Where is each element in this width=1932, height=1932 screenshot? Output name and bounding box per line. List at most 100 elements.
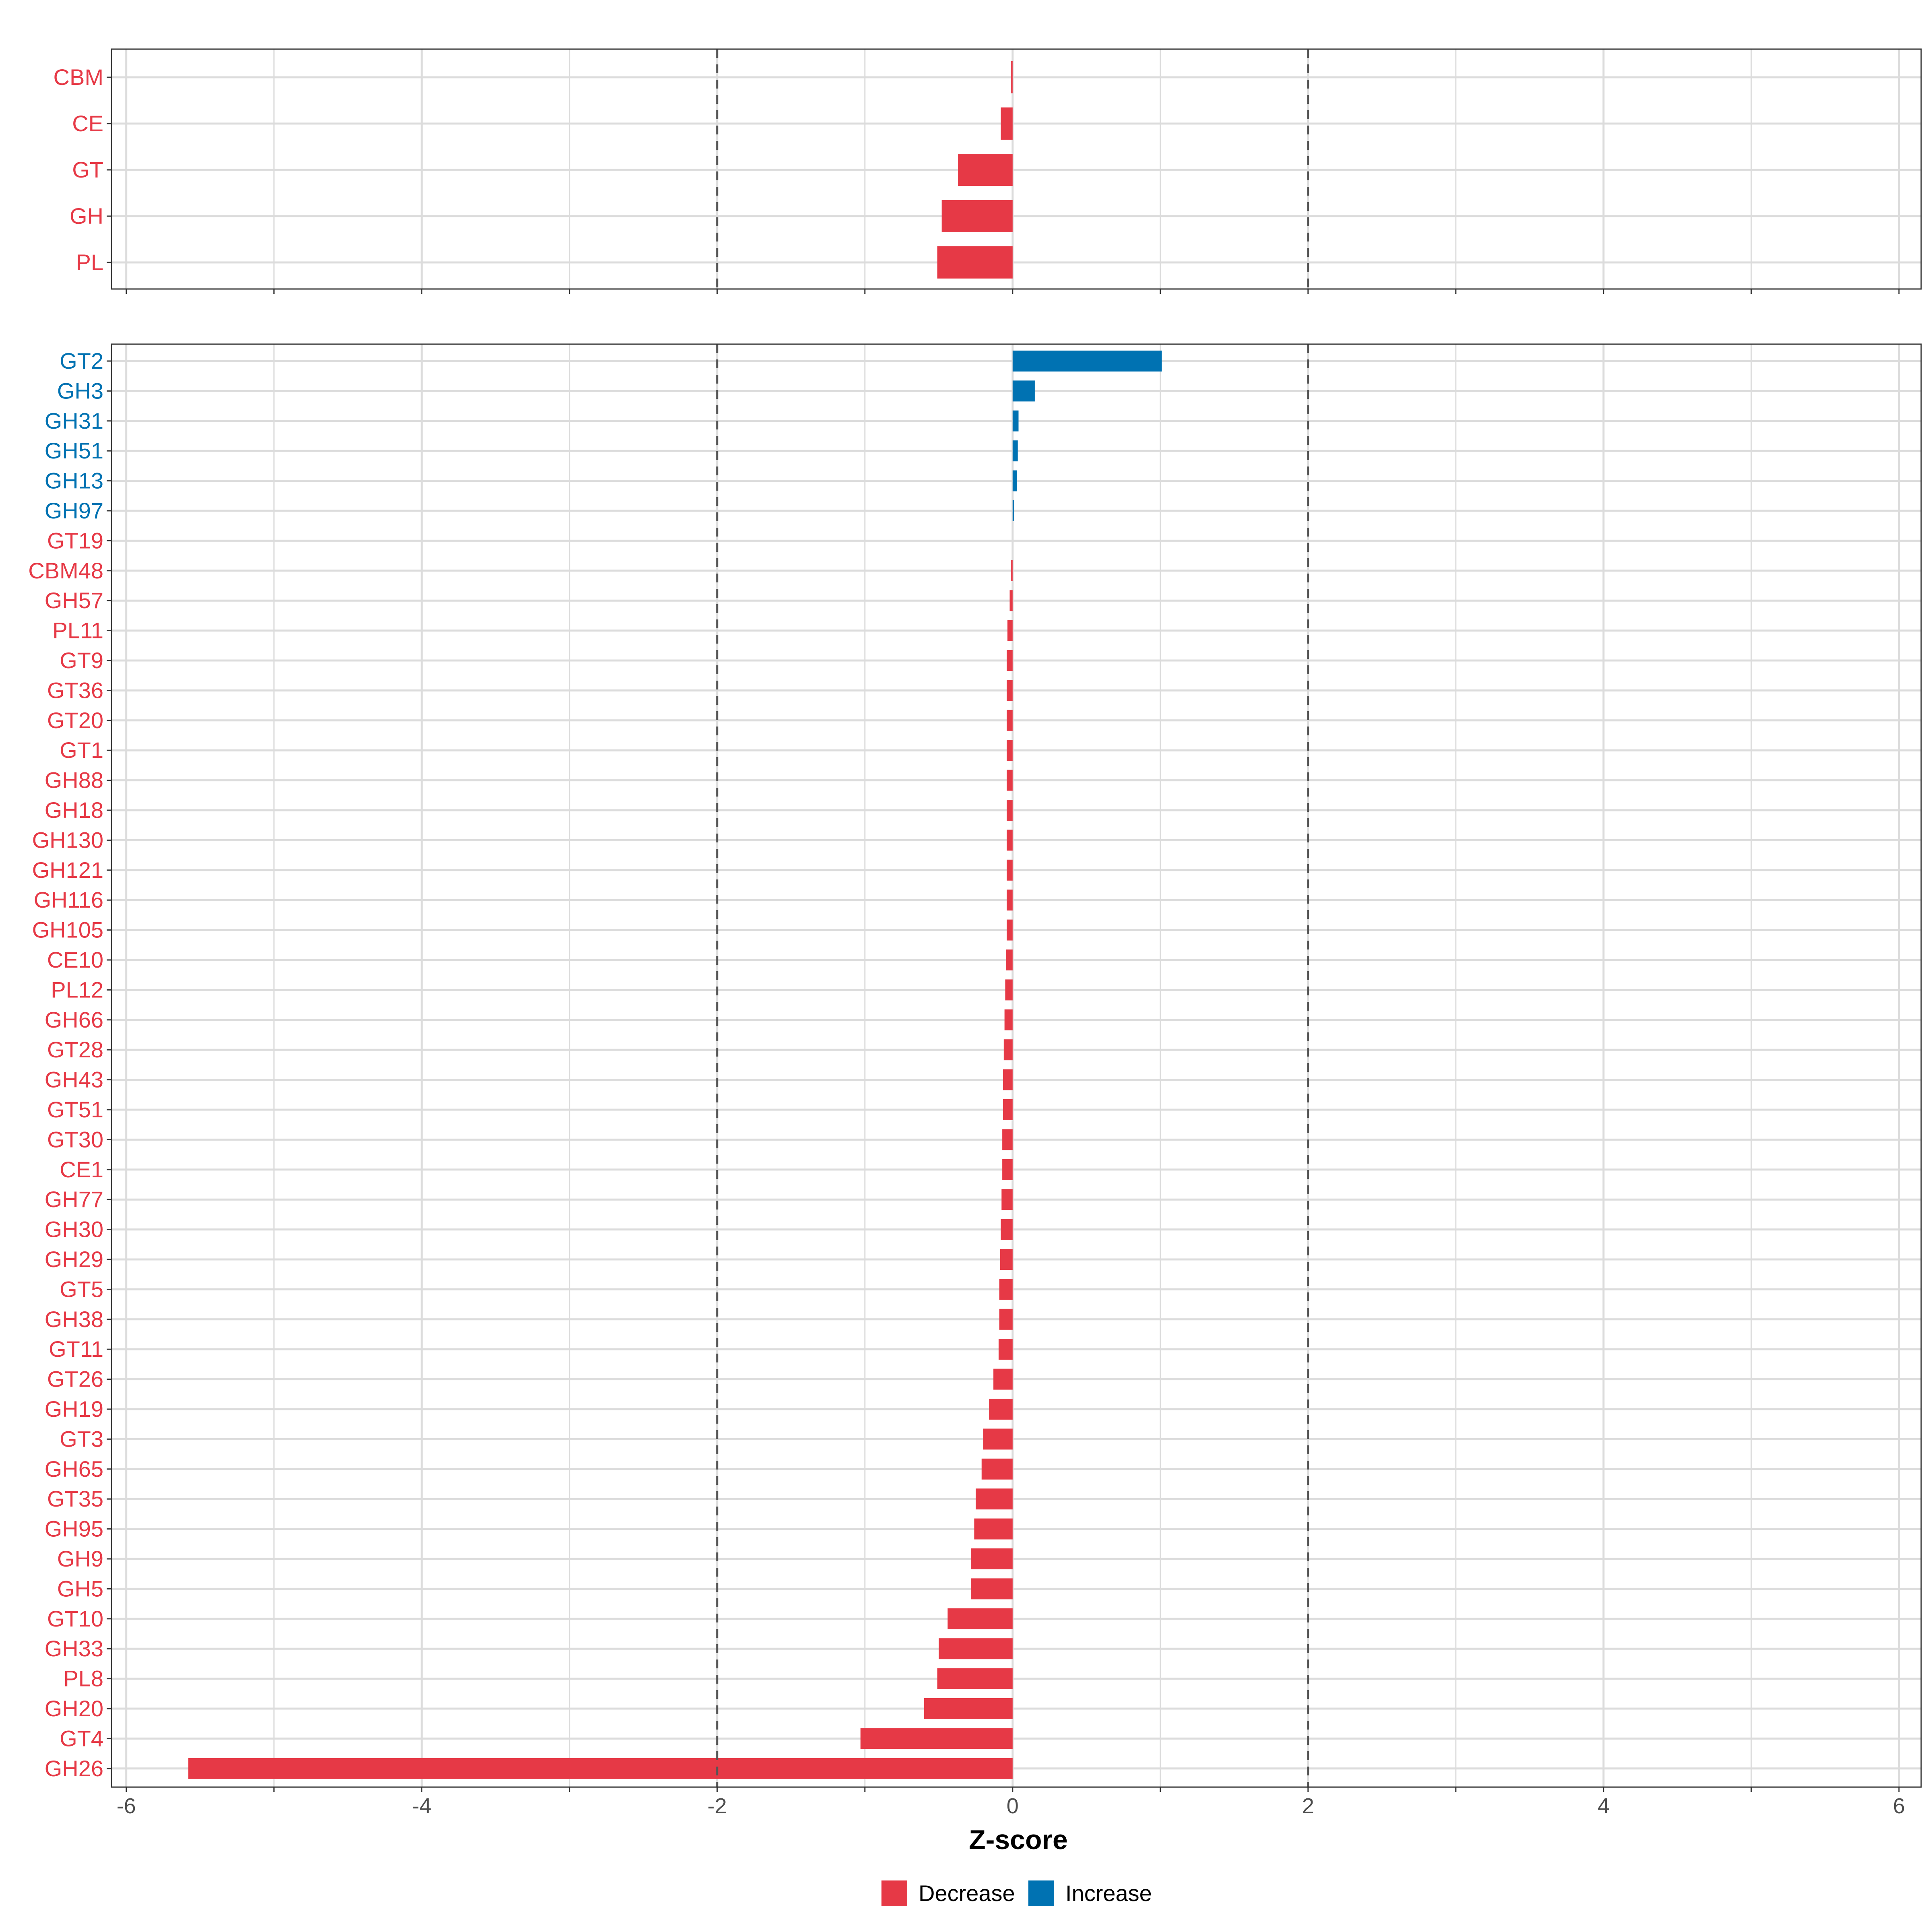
x-tick-label: -6 [117,1794,136,1818]
bar-gh51 [1012,440,1018,462]
category-label-gh57: GH57 [45,588,103,613]
category-label-gh33: GH33 [45,1636,103,1661]
bar-gt10 [947,1608,1013,1629]
category-label-gh43: GH43 [45,1067,103,1092]
bar-gh43 [1003,1069,1013,1090]
category-label-gt: GT [72,157,103,182]
category-label-gt19: GT19 [47,528,103,553]
category-label-gt28: GT28 [47,1037,103,1062]
category-label-ce1: CE1 [60,1157,103,1182]
category-label-gh38: GH38 [45,1307,103,1332]
x-axis: -6 -4 -2 0 2 4 6 [117,1794,1905,1818]
bar-gh29 [1000,1249,1013,1270]
category-label-gh88: GH88 [45,768,103,793]
category-label-gh5: GH5 [57,1576,103,1601]
category-label-gt1: GT1 [60,737,103,763]
category-label-gh19: GH19 [45,1396,103,1422]
bar-gh5 [971,1578,1013,1600]
category-label-gh30: GH30 [45,1217,103,1242]
category-label-gh77: GH77 [45,1187,103,1212]
class-level-panel: CBM CE GT GH PL [54,48,1922,294]
legend: Decrease Increase [881,1880,1152,1906]
category-label-gh20: GH20 [45,1696,103,1721]
category-label-gt10: GT10 [47,1606,103,1631]
category-label-gh130: GH130 [32,827,103,852]
bar-gt [958,154,1013,186]
category-label-gh3: GH3 [57,378,103,403]
bar-gh13 [1012,470,1017,491]
bar-gh33 [939,1638,1013,1660]
category-label-gt35: GT35 [47,1486,103,1511]
family-level-panel: GT2 GH3 GH31 GH51 GH13 GH97 GT19 CBM48 GH57 PL11 G… [28,343,1922,1792]
category-label-ce: CE [72,111,103,136]
bar-gh [941,200,1013,232]
bar-gh20 [924,1698,1013,1719]
category-label-gh9: GH9 [57,1546,103,1571]
bar-gh38 [999,1309,1013,1330]
bar-gh97 [1012,500,1014,521]
category-label-gh26: GH26 [45,1756,103,1781]
bar-gh88 [1007,770,1013,791]
legend-label-decrease: Decrease [919,1880,1015,1906]
bar-gh66 [1004,1009,1013,1030]
bar-cbm48 [1011,560,1013,581]
x-tick-label: -2 [708,1794,727,1818]
bar-gh77 [1001,1189,1013,1210]
category-label-gh31: GH31 [45,408,103,433]
category-label-gh116: GH116 [34,887,103,912]
bar-gh57 [1009,590,1013,611]
bar-gt30 [1002,1129,1013,1150]
bar-gh30 [1001,1219,1013,1240]
bar-gt11 [998,1339,1013,1360]
bar-gh65 [981,1458,1013,1480]
category-label-gh29: GH29 [45,1247,103,1272]
bar-pl11 [1007,620,1013,641]
panel-border [111,48,1922,290]
bar-gh3 [1012,380,1035,402]
category-label-gh105: GH105 [32,917,103,943]
legend-swatch-decrease [881,1880,907,1906]
bar-gt1 [1007,740,1013,761]
category-label-ce10: CE10 [47,947,103,972]
bar-gh19 [989,1399,1013,1420]
bar-gt51 [1003,1099,1013,1120]
category-label-pl12: PL12 [51,977,103,1002]
category-label-gh13: GH13 [45,468,103,493]
bar-gh31 [1012,410,1019,431]
bar-gt5 [999,1279,1013,1300]
category-label-gh121: GH121 [32,857,103,883]
category-label-gh: GH [70,203,103,229]
category-label-gh97: GH97 [45,498,103,523]
legend-label-increase: Increase [1065,1880,1152,1906]
category-label-pl11: PL11 [52,618,103,643]
bar-gh18 [1007,800,1013,821]
bar-ce1 [1002,1159,1013,1180]
bar-ce10 [1006,949,1013,970]
category-label-gt3: GT3 [60,1426,103,1451]
category-label-gt4: GT4 [60,1726,103,1751]
category-label-pl: PL [76,250,104,275]
bar-gh95 [974,1518,1013,1540]
category-label-gt2: GT2 [60,348,103,374]
bar-gh121 [1007,859,1013,881]
x-axis-label: Z-score [969,1825,1068,1855]
category-label-gt11: GT11 [49,1336,103,1362]
category-label-gt30: GT30 [47,1127,103,1152]
category-label-gh66: GH66 [45,1007,103,1032]
legend-swatch-increase [1028,1880,1054,1906]
category-label-gt36: GT36 [47,677,103,703]
category-label-gt9: GT9 [60,648,103,673]
bar-gt9 [1007,650,1013,671]
bar-gt35 [976,1488,1013,1510]
category-label-pl8: PL8 [63,1666,103,1691]
category-label-cbm: CBM [54,64,103,90]
x-tick-label: 6 [1893,1794,1905,1818]
bar-gt2 [1012,351,1162,372]
bar-pl [937,246,1013,279]
bar-gt28 [1003,1039,1013,1061]
category-label-gt20: GT20 [47,708,103,733]
bar-gt4 [860,1728,1013,1749]
bar-gh9 [971,1548,1013,1569]
category-label-gh18: GH18 [45,797,103,823]
